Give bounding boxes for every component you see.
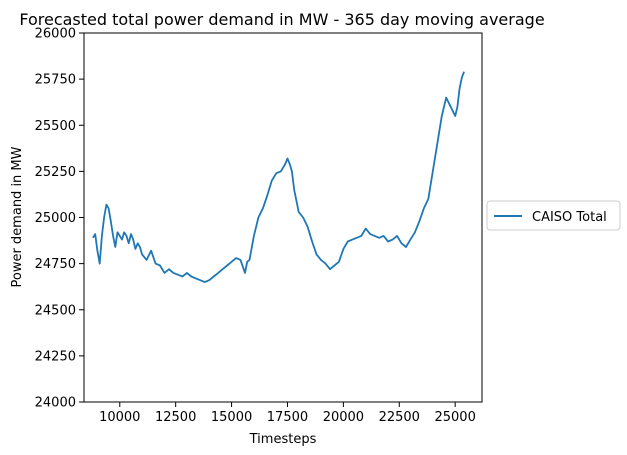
y-tick-label: 24500 — [35, 303, 76, 318]
y-axis-title: Power demand in MW — [10, 146, 25, 287]
y-axis-ticks: 24000 24250 24500 24750 25000 25250 25500 25750… — [35, 27, 84, 411]
x-tick-label: 25000 — [434, 410, 475, 425]
legend-box — [486, 200, 621, 231]
series-line-caiso-total — [92, 71, 465, 283]
x-tick-label: 20000 — [323, 410, 364, 425]
plot-area-frame — [83, 32, 483, 403]
legend: CAISO Total — [486, 200, 621, 231]
x-tick-label: 22500 — [379, 410, 420, 425]
x-axis-title: Timesteps — [249, 432, 317, 447]
x-tick-label: 15000 — [211, 410, 252, 425]
y-tick-label: 25250 — [35, 165, 76, 180]
y-tick-label: 25000 — [35, 211, 76, 226]
legend-label-caiso-total: CAISO Total — [532, 210, 607, 225]
chart-title: Forecasted total power demand in MW - 36… — [19, 10, 544, 29]
x-tick-label: 10000 — [99, 410, 140, 425]
y-tick-label: 24000 — [35, 396, 76, 411]
x-tick-label: 12500 — [155, 410, 196, 425]
y-tick-label: 24750 — [35, 257, 76, 272]
y-tick-label: 25750 — [35, 73, 76, 88]
x-axis-ticks: 10000 12500 15000 17500 20000 22500 25000 — [99, 402, 476, 425]
y-tick-label: 25500 — [35, 119, 76, 134]
x-tick-label: 17500 — [267, 410, 308, 425]
y-tick-label: 26000 — [35, 27, 76, 42]
y-tick-label: 24250 — [35, 349, 76, 364]
